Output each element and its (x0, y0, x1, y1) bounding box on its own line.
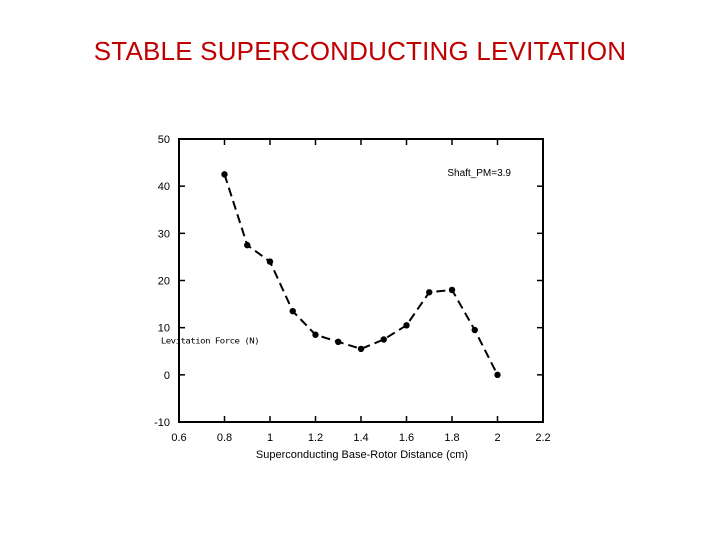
data-point (312, 331, 319, 338)
data-point (289, 307, 296, 315)
series-line (223, 174, 499, 376)
y-tick-label: 30 (158, 228, 170, 240)
series-annotation: Shaft_PM=3.9 (447, 168, 511, 179)
x-tick-label: 0.6 (171, 432, 186, 444)
x-tick-label: 1.2 (308, 432, 323, 444)
data-point (494, 371, 501, 379)
x-tick-label: 2.2 (535, 432, 550, 444)
data-point (403, 322, 410, 329)
data-point (335, 338, 342, 346)
data-point (426, 289, 433, 296)
slide-title: STABLE SUPERCONDUCTING LEVITATION (93, 36, 627, 66)
y-tick-label: -10 (154, 417, 170, 429)
x-tick-label: 1.8 (444, 432, 459, 444)
x-tick-label: 0.8 (217, 432, 232, 444)
series-layer (221, 171, 501, 379)
data-point (448, 286, 456, 294)
axes-layer: 0.6 0.8 1 1.2 1.4 1.6 1.8 2 2.2 -10 0 10 20 30 40 50 (154, 134, 551, 444)
x-tick-label: 1.4 (353, 432, 368, 444)
data-point (380, 336, 387, 343)
plot-frame (178, 138, 544, 423)
data-point (266, 258, 274, 265)
x-axis-title: Superconducting Base-Rotor Distance (cm) (256, 449, 468, 461)
y-tick-label: 20 (158, 276, 170, 288)
data-point (244, 241, 251, 249)
y-tick-label: 10 (158, 323, 170, 335)
data-point (471, 326, 478, 334)
x-tick-label: 1 (267, 432, 273, 444)
data-point (357, 345, 365, 353)
y-axis-title: Levitation Force (N) (161, 336, 259, 345)
label-layer: Superconducting Base-Rotor Distance (cm)… (161, 168, 512, 461)
y-tick-label: 40 (158, 181, 170, 193)
x-tick-label: 1.6 (399, 432, 414, 444)
y-tick-label: 0 (164, 370, 170, 382)
y-tick-label: 50 (158, 134, 170, 146)
x-tick-label: 2 (494, 432, 500, 444)
data-point (221, 171, 228, 178)
